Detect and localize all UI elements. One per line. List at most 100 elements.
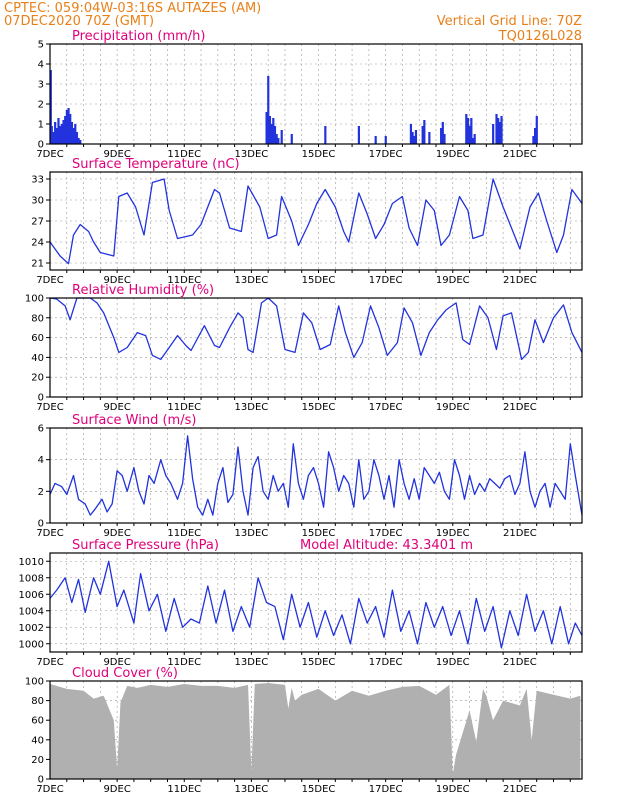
x-tick-label: 15DEC xyxy=(302,275,336,286)
precip-bar xyxy=(374,136,377,144)
y-tick-label: 80 xyxy=(31,696,44,707)
x-tick-label: 15DEC xyxy=(302,528,336,539)
x-tick-label: 15DEC xyxy=(302,657,336,668)
precip-bar xyxy=(277,138,280,144)
y-tick-label: 40 xyxy=(31,353,44,364)
panel-wind: 0 2 4 6 7DEC 9DEC 11DEC 13DEC 15DEC 17DEC 19DEC 21D… xyxy=(36,413,583,539)
precip-bar xyxy=(265,112,268,144)
precip-bar xyxy=(72,128,75,144)
panel-title: Surface Temperature (nC) xyxy=(72,157,240,172)
x-tick-label: 21DEC xyxy=(503,784,537,795)
precip-bar xyxy=(500,116,503,144)
x-tick-label: 21DEC xyxy=(503,275,537,286)
x-tick-label: 9DEC xyxy=(103,657,130,668)
cloud-cover-area xyxy=(50,682,581,779)
y-tick-label: 1002 xyxy=(19,623,44,634)
x-tick-label: 7DEC xyxy=(36,784,63,795)
precip-bar xyxy=(57,118,60,144)
x-tick-label: 19DEC xyxy=(436,657,470,668)
precip-bar xyxy=(77,138,80,144)
y-tick-label: 1000 xyxy=(19,639,44,650)
precip-bar xyxy=(440,128,443,144)
precip-bar xyxy=(534,128,537,144)
x-tick-label: 9DEC xyxy=(103,784,130,795)
y-tick-label: 20 xyxy=(31,755,44,766)
precip-bar xyxy=(268,116,272,144)
x-tick-label: 7DEC xyxy=(36,402,63,413)
precip-bar xyxy=(280,130,283,144)
precip-bar xyxy=(64,116,67,144)
precip-bar xyxy=(290,134,293,144)
y-tick-label: 2 xyxy=(38,487,44,498)
precip-bar xyxy=(62,120,65,144)
x-tick-label: 13DEC xyxy=(235,528,269,539)
x-tick-label: 9DEC xyxy=(103,149,130,160)
x-tick-label: 7DEC xyxy=(36,149,63,160)
y-tick-label: 24 xyxy=(31,238,44,249)
y-tick-label: 80 xyxy=(31,313,44,324)
x-tick-label: 15DEC xyxy=(302,784,336,795)
wind-line xyxy=(49,435,583,516)
panel-temperature: 21 24 27 30 33 7DEC 9DEC 11DEC 13DEC 15DEC 17DEC 19… xyxy=(31,157,583,286)
panel-title: Precipitation (mm/h) xyxy=(72,29,205,44)
y-tick-label: 2 xyxy=(38,100,44,111)
y-tick-label: 1004 xyxy=(19,606,44,617)
precip-bar xyxy=(471,138,475,144)
precip-bar xyxy=(270,124,273,144)
panel-title: Cloud Cover (%) xyxy=(72,666,178,681)
x-tick-label: 15DEC xyxy=(302,149,336,160)
x-tick-label: 9DEC xyxy=(103,275,130,286)
precip-bar xyxy=(272,118,275,144)
x-tick-label: 11DEC xyxy=(167,784,201,795)
precip-bar xyxy=(70,122,74,144)
y-tick-label: 0 xyxy=(38,519,44,530)
x-tick-label: 7DEC xyxy=(36,657,63,668)
precip-bar xyxy=(443,134,446,144)
precip-bar xyxy=(495,114,498,144)
y-tick-label: 21 xyxy=(31,259,44,270)
y-tick-label: 1006 xyxy=(19,590,44,601)
humidity-line xyxy=(49,297,583,361)
x-tick-label: 7DEC xyxy=(36,275,63,286)
y-tick-label: 3 xyxy=(38,80,44,91)
x-tick-label: 13DEC xyxy=(235,402,269,413)
y-tick-label: 4 xyxy=(38,60,44,71)
plot-frame xyxy=(49,43,583,145)
plot-frame xyxy=(49,552,583,653)
y-tick-label: 0 xyxy=(38,393,44,404)
precip-bar xyxy=(421,126,424,144)
x-tick-label: 19DEC xyxy=(436,149,470,160)
x-tick-label: 13DEC xyxy=(235,784,269,795)
y-tick-label: 1008 xyxy=(19,573,44,584)
x-tick-label: 11DEC xyxy=(167,657,201,668)
precip-bar xyxy=(492,124,495,144)
x-tick-label: 17DEC xyxy=(369,149,403,160)
y-tick-label: 6 xyxy=(38,424,44,435)
x-tick-label: 7DEC xyxy=(36,528,63,539)
precip-bar xyxy=(60,124,63,144)
precip-bar xyxy=(69,114,72,144)
precip-bar xyxy=(267,76,270,144)
precip-bar xyxy=(275,134,278,144)
plot-frame xyxy=(49,680,583,780)
x-tick-label: 13DEC xyxy=(235,275,269,286)
x-tick-label: 21DEC xyxy=(503,657,537,668)
panel-title: Surface Wind (m/s) xyxy=(72,413,196,428)
run-date: 07DEC2020 70Z (GMT) xyxy=(4,14,154,29)
precip-bar xyxy=(535,116,538,144)
grid-line-note: Vertical Grid Line: 70Z xyxy=(437,14,582,29)
y-tick-label: 30 xyxy=(31,196,44,207)
x-tick-label: 13DEC xyxy=(235,149,269,160)
x-tick-label: 19DEC xyxy=(436,275,470,286)
y-tick-label: 100 xyxy=(25,294,44,305)
precip-bar xyxy=(79,140,82,144)
panel-humidity: 0 20 40 60 80 100 7DEC 9DEC 11DEC 13DEC 15DEC 17DEC… xyxy=(25,283,583,413)
precip-bar xyxy=(75,132,79,144)
x-tick-label: 13DEC xyxy=(235,657,269,668)
panel-title: Surface Pressure (hPa) xyxy=(72,538,219,553)
precip-bar xyxy=(411,132,414,144)
precip-bar xyxy=(466,118,470,144)
y-tick-label: 60 xyxy=(31,716,44,727)
pressure-line xyxy=(49,560,583,649)
